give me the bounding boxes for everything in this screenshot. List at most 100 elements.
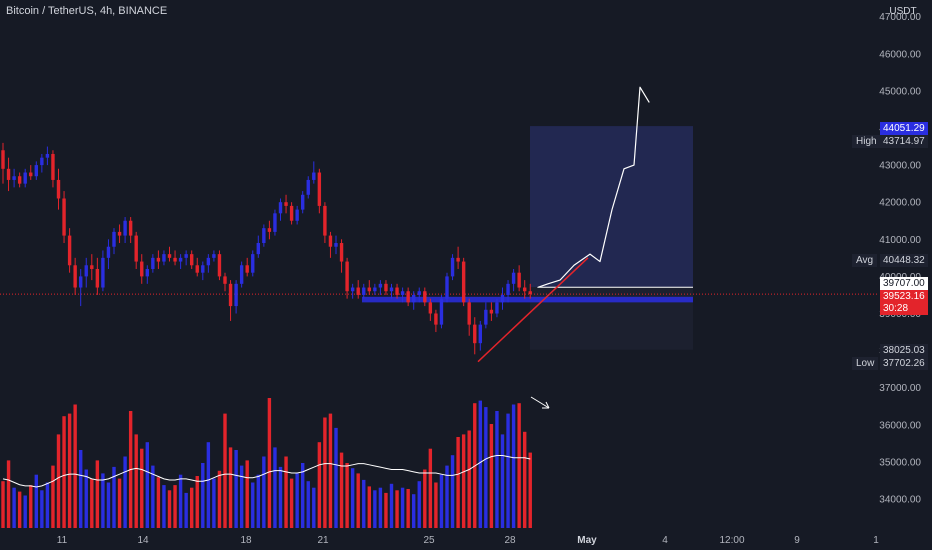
volume-bar: [273, 447, 277, 528]
volume-bar: [328, 413, 333, 528]
volume-bar: [117, 478, 122, 528]
candle-body: [6, 168, 11, 180]
volume-bar: [445, 465, 449, 528]
y-tick-label: 45000.00: [879, 86, 921, 97]
x-tick-label: 18: [240, 535, 252, 546]
currency-label: USDT: [889, 6, 917, 17]
volume-bar: [312, 487, 316, 528]
volume-bar: [412, 494, 416, 528]
candle-body: [473, 324, 477, 344]
volume-bar: [356, 473, 360, 528]
candle-body: [267, 228, 272, 232]
candle-body: [134, 235, 138, 262]
candle-body: [40, 157, 44, 166]
countdown-label: 30:28: [880, 302, 928, 315]
volume-bar: [23, 495, 27, 528]
volume-bar: [73, 404, 77, 528]
candle-body: [284, 202, 288, 206]
volume-bar: [434, 482, 438, 528]
volume-bar: [511, 404, 516, 528]
candle-body: [167, 254, 172, 258]
y-tick-label: 46000.00: [879, 49, 921, 60]
candle-body: [228, 283, 233, 307]
y-tick-label: 41000.00: [879, 235, 921, 246]
volume-bar: [206, 442, 211, 528]
symbol-title[interactable]: Bitcoin / TetherUS, 4h, BINANCE: [6, 5, 168, 17]
y-tick-label: 37000.00: [879, 383, 921, 394]
candle-body: [184, 254, 188, 258]
volume-bar: [56, 434, 61, 528]
candle-body: [461, 261, 466, 303]
y-tick-label: 34000.00: [879, 495, 921, 506]
candle-body: [273, 213, 277, 232]
forecast-path: [537, 86, 650, 288]
volume-bar: [228, 447, 233, 528]
x-tick-label: May: [577, 535, 597, 546]
candle-body: [511, 272, 516, 284]
candle-body: [400, 291, 405, 295]
x-tick-label: 14: [137, 535, 149, 546]
position-tool[interactable]: [0, 126, 878, 350]
volume-bar: [79, 450, 83, 528]
candle-body: [17, 176, 22, 184]
candle-body: [406, 291, 410, 303]
volume-bar: [439, 474, 444, 528]
x-tick-label: 11: [57, 535, 68, 546]
volume-bar: [461, 434, 466, 528]
volume-bar: [362, 479, 366, 528]
candle-body: [301, 194, 305, 210]
trendline: [477, 257, 589, 363]
candle-body: [23, 172, 27, 184]
volume-bar: [90, 478, 94, 528]
volume-bar: [239, 465, 244, 528]
candle-body: [412, 294, 416, 303]
volume-bar: [317, 442, 322, 528]
candle-body: [73, 265, 77, 288]
drawings[interactable]: [477, 86, 693, 409]
candle-body: [79, 276, 83, 288]
candle-body: [34, 165, 38, 177]
volume-bar: [373, 490, 377, 528]
volume-bar: [301, 463, 305, 528]
candle-body: [201, 265, 205, 273]
volume-bar: [45, 482, 50, 528]
candle-body: [417, 291, 421, 295]
volume-bar: [173, 485, 177, 528]
volume-bar: [334, 427, 338, 528]
volume-bar: [345, 463, 349, 528]
candle-body: [206, 257, 211, 266]
volume-bar: [389, 483, 394, 528]
candle-body: [84, 265, 88, 277]
volume-bar: [145, 442, 149, 528]
candle-body: [439, 298, 444, 325]
candle-body: [362, 287, 366, 295]
volume-bar: [1, 481, 5, 528]
volume-bar: [29, 485, 33, 528]
volume-bar: [395, 490, 399, 528]
volume-bar: [350, 468, 355, 528]
y-tick-label: 36000.00: [879, 420, 921, 431]
volume-bar: [478, 400, 482, 528]
candle-body: [101, 257, 105, 288]
volume-bar: [106, 482, 111, 528]
candle-body: [323, 205, 327, 236]
candle-body: [1, 150, 5, 169]
volume-bar: [456, 437, 460, 528]
candle-body: [51, 153, 55, 180]
volume-bar: [151, 465, 155, 528]
volume-bar: [84, 469, 88, 528]
candle-body: [212, 254, 216, 258]
candle-body: [251, 254, 255, 273]
candle-body: [445, 276, 449, 299]
high-tag: High: [852, 135, 881, 148]
volume-bar: [278, 466, 283, 528]
volume-bar: [167, 490, 172, 528]
candle-body: [234, 283, 238, 307]
time-axis: 11 14 18 21 25 28 May 4 12:00 9 1: [57, 535, 879, 546]
candle-body: [67, 235, 72, 266]
candle-body: [500, 294, 505, 303]
volume-bar: [267, 398, 272, 528]
candle-body: [45, 153, 50, 158]
candle-body: [423, 291, 427, 303]
